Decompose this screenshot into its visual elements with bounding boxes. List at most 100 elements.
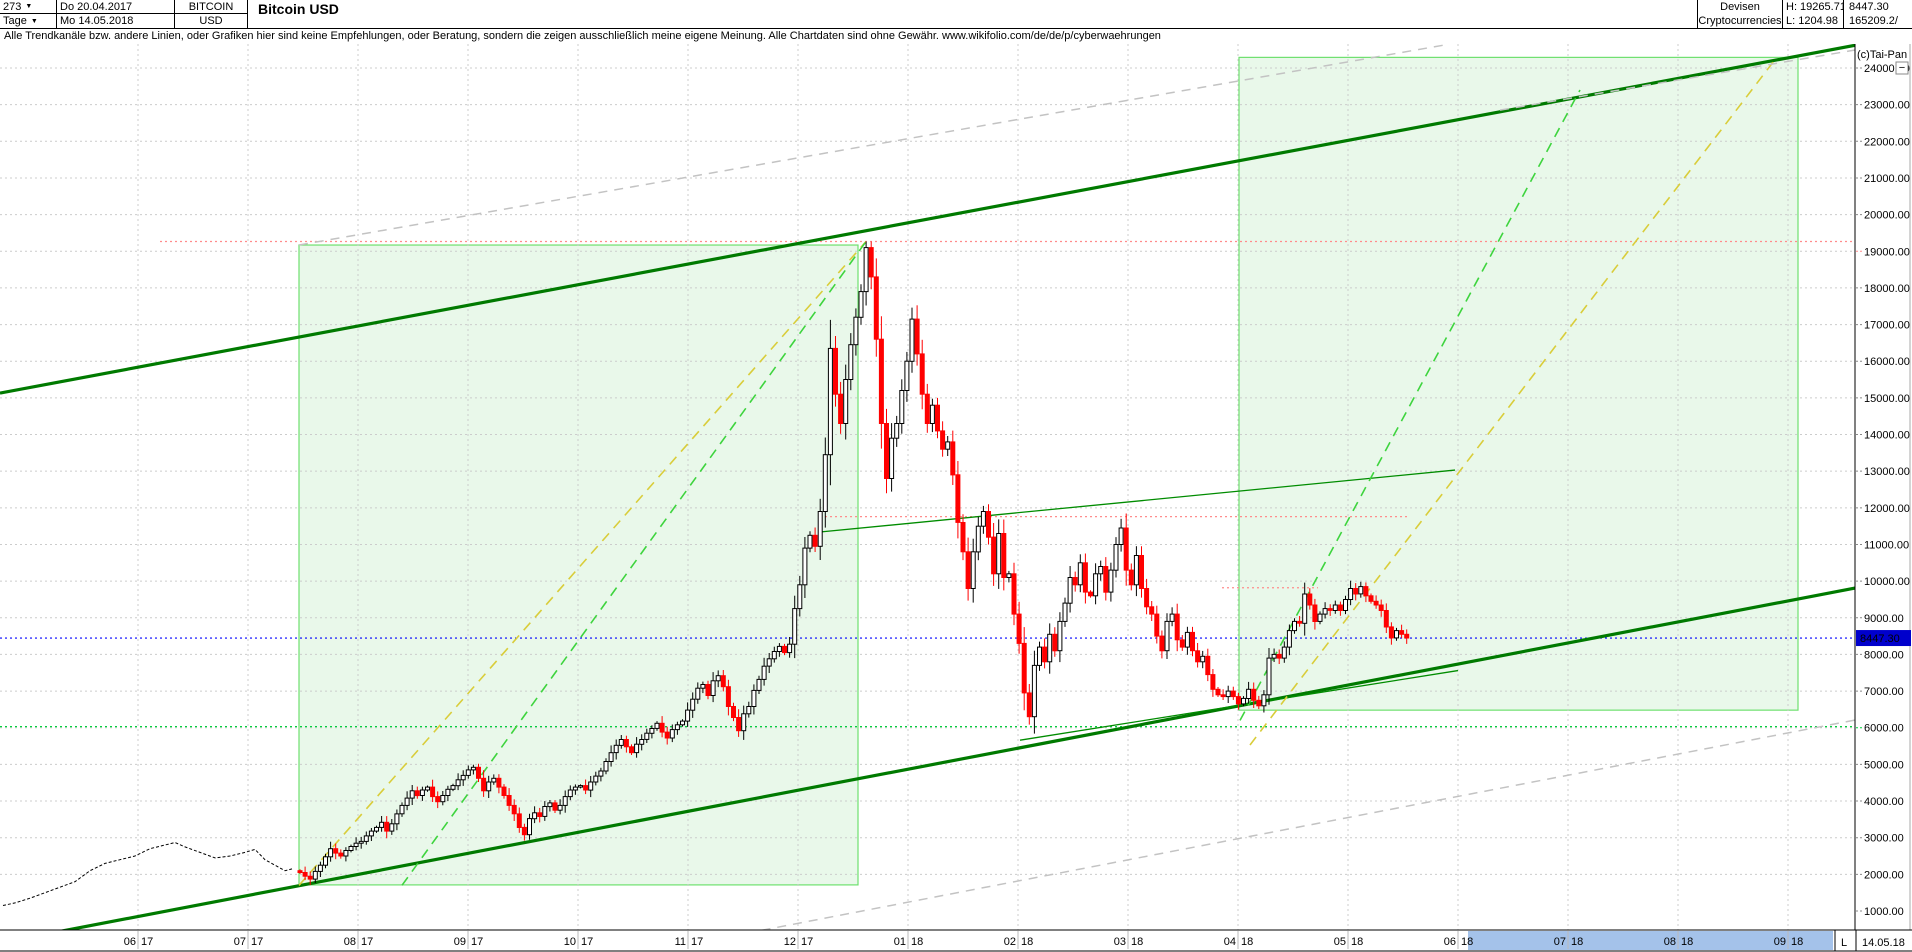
candle [404, 797, 410, 806]
candle [1317, 613, 1323, 622]
candle [833, 347, 838, 395]
candle [1133, 555, 1139, 586]
month-label: 02 [1004, 936, 1016, 948]
candle [1363, 586, 1369, 597]
month-label: 17 [691, 936, 703, 948]
candle [690, 698, 696, 711]
candle [935, 404, 940, 432]
candle [1220, 694, 1226, 698]
candle [323, 856, 328, 866]
candle [685, 709, 691, 722]
candle [363, 835, 369, 842]
collapse-axis-button[interactable] [1895, 61, 1909, 75]
candle [328, 848, 334, 858]
candle [1195, 650, 1201, 663]
price-axis-label: 23000.00 [1864, 100, 1910, 112]
month-label: 18 [1351, 936, 1363, 948]
candle [1184, 631, 1190, 648]
candle [1011, 573, 1017, 615]
month-label: 18 [1131, 936, 1143, 948]
candle [1292, 620, 1297, 632]
candle [634, 743, 640, 754]
price-axis-label: 16000.00 [1864, 356, 1910, 368]
candle [358, 840, 364, 844]
price-axis-label: 7000.00 [1864, 686, 1904, 698]
month-label: 09 [1774, 936, 1786, 948]
candle [399, 804, 405, 815]
date-to-cell[interactable]: Mo 14.05.2018 [57, 14, 175, 28]
candle [542, 806, 548, 817]
time-axis-area [0, 930, 1912, 952]
candle [1230, 690, 1236, 698]
candle [353, 842, 359, 848]
price-chart[interactable]: 24000.0023000.0022000.0021000.0020000.00… [0, 44, 1912, 952]
month-label: 04 [1224, 936, 1236, 948]
date-from-cell[interactable]: Do 20.04.2017 [57, 0, 175, 14]
candle [409, 790, 415, 799]
candle [1057, 620, 1063, 652]
candle [700, 684, 706, 689]
candle [562, 796, 568, 806]
category-line2: Cryptocurrencies [1697, 14, 1782, 28]
candle [1174, 613, 1180, 641]
candle [975, 525, 981, 553]
candle [659, 722, 665, 733]
period-dropdown[interactable]: Tage ▼ [0, 14, 57, 28]
candle [1006, 573, 1012, 578]
candle [537, 812, 543, 817]
price-axis-label: 17000.00 [1864, 320, 1910, 332]
candle [980, 511, 986, 527]
price-axis-label: 11000.00 [1864, 539, 1909, 551]
candle [465, 769, 471, 776]
candle [1235, 696, 1241, 705]
candle [1215, 688, 1221, 696]
price-axis-label: 20000.00 [1864, 210, 1910, 222]
instrument-id-dropdown[interactable]: 273 ▼ [0, 0, 57, 14]
candle [1072, 577, 1078, 586]
candle [1348, 588, 1354, 600]
candle [476, 766, 481, 779]
candle [1149, 606, 1155, 615]
selected-time-range[interactable] [1468, 931, 1833, 950]
candle [547, 802, 553, 808]
month-label: 11 [675, 936, 686, 948]
candle [368, 830, 374, 837]
candle [1286, 630, 1292, 648]
month-label: 10 [564, 936, 576, 948]
candle [868, 247, 874, 278]
candle [960, 522, 966, 553]
price-axis-label: 12000.00 [1864, 503, 1910, 515]
period-label: Tage [3, 15, 27, 27]
candle [761, 665, 767, 680]
price-axis-label: 6000.00 [1864, 723, 1904, 735]
month-label: 17 [581, 936, 593, 948]
candle [1190, 631, 1195, 652]
candle [1062, 602, 1068, 622]
month-label: 06 [124, 936, 136, 948]
candle [843, 379, 849, 424]
candle [450, 785, 456, 790]
candle [991, 536, 997, 575]
candle [440, 795, 446, 803]
minor-resistance [819, 469, 1456, 533]
candle [343, 850, 349, 857]
candle [455, 779, 461, 787]
candle [583, 785, 589, 791]
month-label: 18 [1681, 936, 1693, 948]
candle [807, 534, 813, 549]
candle [588, 781, 594, 791]
candle [1042, 646, 1048, 663]
price-axis-area [1855, 44, 1912, 930]
current-price-tag-label: 8447.30 [1860, 633, 1900, 645]
symbol-cell: BITCOIN [175, 0, 248, 14]
candle [1098, 566, 1104, 575]
candle [756, 678, 762, 691]
lower-channel [0, 586, 1856, 945]
candle [1281, 646, 1287, 659]
candle [460, 774, 466, 781]
l-button[interactable]: L [1841, 937, 1847, 949]
price-axis-label: 5000.00 [1864, 759, 1904, 771]
candle [338, 852, 344, 857]
candle [491, 777, 497, 783]
candle [1037, 646, 1042, 666]
